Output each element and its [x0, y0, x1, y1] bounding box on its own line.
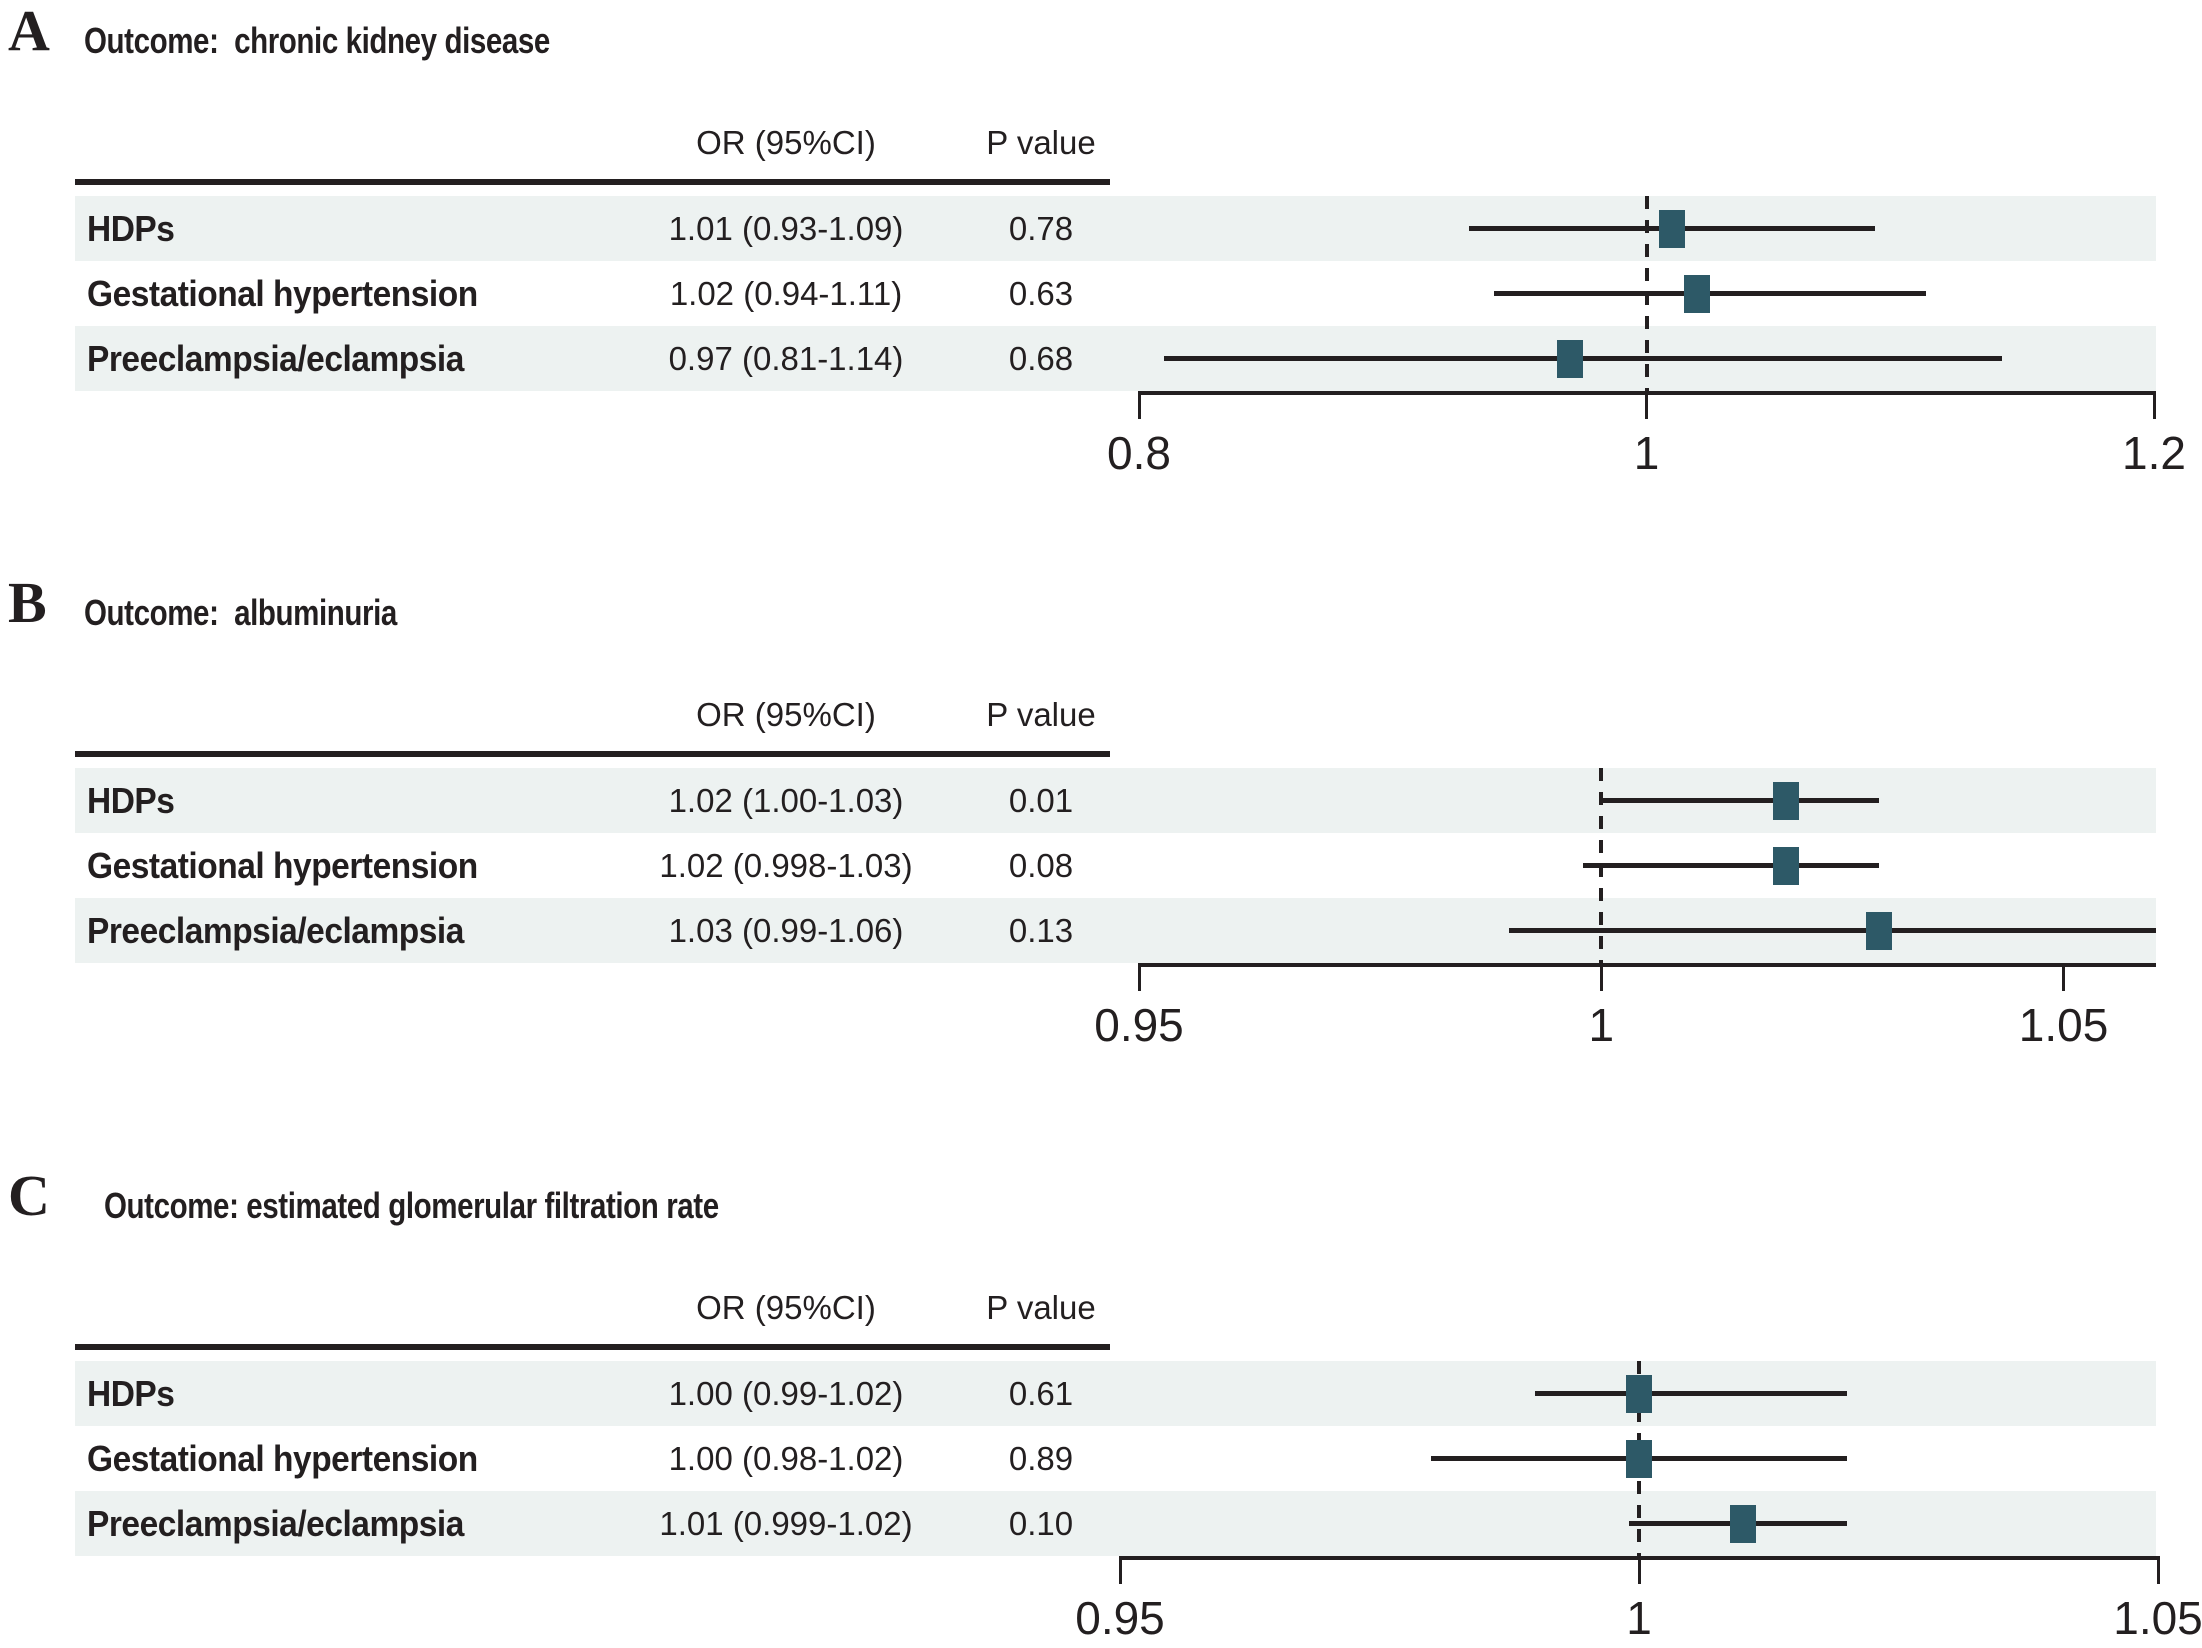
- row-label: HDPs: [87, 1373, 175, 1414]
- row-or-ci: 1.00 (0.98-1.02): [668, 1440, 904, 1477]
- column-header-p: P value: [986, 696, 1096, 733]
- confidence-interval-line: [1535, 1391, 1847, 1396]
- header-rule: [75, 179, 1110, 185]
- confidence-interval-line: [1508, 928, 2156, 933]
- odds-ratio-marker: [1729, 1504, 1756, 1543]
- panel-b: B Outcome: albuminuria OR (95%CI) P valu…: [0, 572, 2202, 1097]
- forest-plot-area: 0.95 1 1.05: [0, 572, 2202, 1097]
- x-axis-line: [1139, 963, 2156, 967]
- forest-plot-area: 0.8 1 1.2: [0, 0, 2202, 525]
- row-label: HDPs: [87, 208, 175, 249]
- row-label: Preeclampsia/eclampsia: [87, 1503, 464, 1544]
- panel-letter: B: [8, 570, 47, 635]
- x-axis-tick-label: 1: [1588, 999, 1615, 1051]
- row-p-value: 0.01: [1008, 782, 1074, 819]
- x-axis-tick: [2156, 1556, 2160, 1584]
- x-axis-tick: [1637, 1556, 1641, 1584]
- row-label: Preeclampsia/eclampsia: [87, 338, 464, 379]
- odds-ratio-marker: [1684, 274, 1711, 313]
- panel-title: Outcome: chronic kidney disease: [84, 20, 550, 61]
- header-rule: [75, 1344, 1110, 1350]
- row-label: Preeclampsia/eclampsia: [87, 910, 464, 951]
- panel-c: C Outcome: estimated glomerular filtrati…: [0, 1165, 2202, 1648]
- x-axis-tick-label: 1.05: [2018, 999, 2109, 1051]
- odds-ratio-marker: [1773, 781, 1800, 820]
- panel-a: A Outcome: chronic kidney disease OR (95…: [0, 0, 2202, 525]
- row-or-ci: 1.01 (0.999-1.02): [659, 1505, 913, 1542]
- column-header-p: P value: [986, 1289, 1096, 1326]
- column-header-or: OR (95%CI): [696, 1289, 876, 1326]
- row-label: Gestational hypertension: [87, 845, 478, 886]
- x-axis-tick-label: 0.8: [1107, 427, 1171, 479]
- row-or-ci: 1.02 (1.00-1.03): [668, 782, 904, 819]
- row-p-value: 0.08: [1008, 847, 1074, 884]
- confidence-interval-line: [1601, 798, 1879, 803]
- panel-title: Outcome: albuminuria: [84, 592, 397, 633]
- x-axis-tick: [1645, 391, 1648, 419]
- row-or-ci: 1.00 (0.99-1.02): [668, 1375, 904, 1412]
- x-axis-tick-label: 0.95: [1075, 1592, 1165, 1644]
- x-axis-tick: [1137, 963, 1141, 991]
- row-or-ci: 1.01 (0.93-1.09): [668, 210, 904, 247]
- row-p-value: 0.10: [1008, 1505, 1074, 1542]
- row-or-ci: 1.02 (0.94-1.11): [669, 275, 903, 312]
- odds-ratio-marker: [1626, 1439, 1652, 1478]
- header-rule: [75, 751, 1110, 757]
- x-axis-tick-label: 1.2: [2122, 427, 2186, 479]
- odds-ratio-marker: [1557, 339, 1584, 378]
- column-header-or: OR (95%CI): [696, 696, 876, 733]
- forest-plot-area: 0.95 1 1.05: [0, 1165, 2202, 1648]
- odds-ratio-marker: [1865, 911, 1892, 950]
- column-header-p: P value: [986, 124, 1096, 161]
- confidence-interval-line: [1582, 863, 1879, 868]
- panel-letter: A: [8, 0, 50, 63]
- row-p-value: 0.89: [1008, 1440, 1074, 1477]
- row-or-ci: 1.02 (0.998-1.03): [659, 847, 913, 884]
- row-label: Gestational hypertension: [87, 273, 478, 314]
- row-p-value: 0.63: [1008, 275, 1074, 312]
- row-or-ci: 0.97 (0.81-1.14): [668, 340, 904, 377]
- x-axis-tick: [1599, 963, 1603, 991]
- x-axis-tick: [2152, 391, 2156, 419]
- odds-ratio-marker: [1626, 1374, 1652, 1413]
- row-p-value: 0.13: [1008, 912, 1074, 949]
- row-label: HDPs: [87, 780, 175, 821]
- x-axis-tick: [1137, 391, 1141, 419]
- x-axis-tick-label: 1: [1626, 1592, 1652, 1644]
- odds-ratio-marker: [1773, 846, 1800, 885]
- row-or-ci: 1.03 (0.99-1.06): [668, 912, 904, 949]
- row-p-value: 0.68: [1008, 340, 1074, 377]
- row-p-value: 0.78: [1008, 210, 1074, 247]
- x-axis-tick: [1118, 1556, 1122, 1584]
- row-label: Gestational hypertension: [87, 1438, 478, 1479]
- column-header-or: OR (95%CI): [696, 124, 876, 161]
- panel-title: Outcome: estimated glomerular filtration…: [104, 1185, 719, 1226]
- x-axis-tick-label: 1.05: [2113, 1592, 2202, 1644]
- x-axis-tick: [2062, 963, 2066, 991]
- x-axis-tick-label: 0.95: [1094, 999, 1184, 1051]
- odds-ratio-marker: [1658, 209, 1685, 248]
- x-axis-tick-label: 1: [1633, 427, 1660, 479]
- row-p-value: 0.61: [1008, 1375, 1074, 1412]
- panel-letter: C: [8, 1163, 50, 1228]
